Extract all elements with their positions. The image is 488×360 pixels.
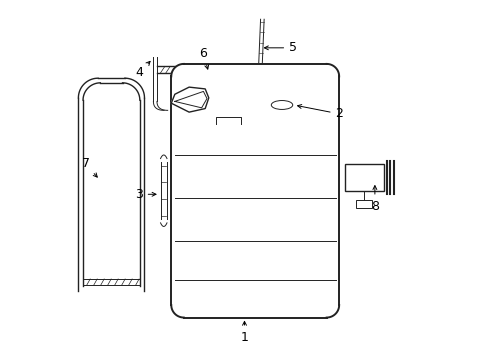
Text: 1: 1 (240, 321, 248, 344)
Bar (177, 84, 291, 124)
Text: 8: 8 (370, 186, 378, 213)
Ellipse shape (271, 100, 292, 109)
Text: 3: 3 (135, 188, 156, 201)
Text: 6: 6 (199, 47, 208, 69)
Polygon shape (171, 64, 339, 318)
Bar (344, 164, 383, 191)
Bar (173, 80, 296, 128)
Polygon shape (160, 155, 166, 226)
Text: 7: 7 (81, 157, 97, 177)
Text: 5: 5 (264, 41, 297, 54)
Polygon shape (171, 87, 208, 112)
Text: 2: 2 (297, 104, 343, 120)
Bar (356, 200, 371, 208)
Text: 4: 4 (135, 62, 150, 79)
